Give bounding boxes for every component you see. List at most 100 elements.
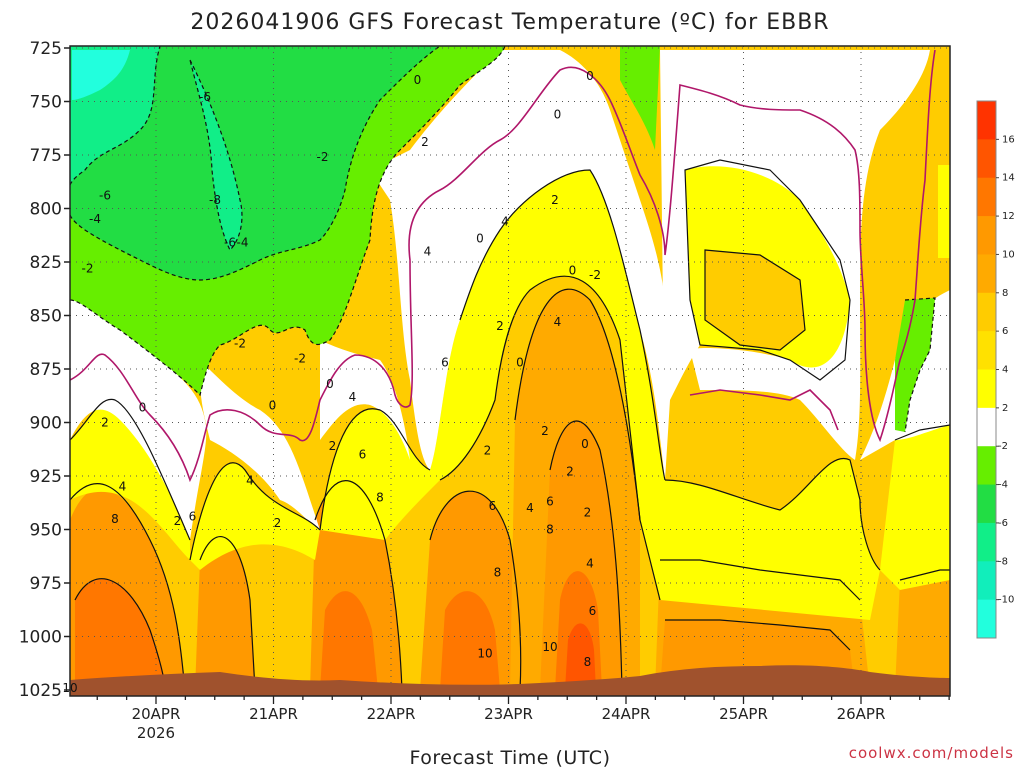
- field-yellow-3: [320, 170, 880, 620]
- contour-label: 10: [542, 640, 557, 654]
- credit-text: coolwx.com/models: [849, 744, 1014, 762]
- contour-label: 6: [589, 604, 597, 618]
- x-axis: 20APR 21APR 22APR 23APR 24APR 25APR 26APR: [96, 696, 950, 723]
- contour-line: [459, 169, 666, 481]
- contour-line: [189, 462, 321, 561]
- y-tick-label: 1025: [19, 681, 62, 701]
- field-green-2: [70, 46, 440, 280]
- colorbar-swatch: [977, 407, 996, 447]
- contour-line: [70, 46, 506, 397]
- colorbar-label: -2: [998, 441, 1008, 452]
- contour-label: 2: [174, 514, 182, 528]
- zero-line: [689, 389, 839, 431]
- colorbar-swatch: [977, 101, 996, 140]
- colorbar-label: 16: [1002, 134, 1015, 145]
- contour-line: [894, 424, 950, 441]
- contour-label: 0: [586, 69, 594, 83]
- contour-label: 8: [584, 655, 592, 669]
- contour-label: 8: [494, 565, 502, 579]
- contour-label: -6: [99, 189, 111, 203]
- colorbar-swatch: [977, 484, 996, 524]
- contour-label: 2: [541, 424, 549, 438]
- contour-label: 0: [554, 107, 562, 121]
- colorbar-label: 10: [1002, 249, 1015, 260]
- colorbar-label: 4: [1002, 365, 1008, 376]
- colorbar-swatch: [977, 599, 996, 639]
- contour-label: -2: [589, 268, 601, 282]
- contour-label: -2: [82, 261, 94, 275]
- contour-line: [904, 297, 936, 433]
- contour-label: 0: [569, 264, 577, 278]
- contour-label: 0: [476, 231, 484, 245]
- contour-label: 2: [421, 135, 429, 149]
- y-tick-label: 950: [30, 521, 62, 541]
- contour-label: 4: [526, 501, 534, 515]
- x-tick-year: 2026: [137, 724, 175, 742]
- plot-fields: [70, 46, 950, 696]
- contour-line: [70, 483, 186, 691]
- colorbar-label: 2: [1002, 403, 1008, 414]
- field-warm-11: [565, 623, 596, 690]
- contour-label: -8: [209, 193, 221, 207]
- field-warm-3: [195, 536, 255, 690]
- contour-label: 0: [581, 437, 589, 451]
- x-tick-label: 24APR: [602, 705, 651, 723]
- contour-label: 6: [546, 495, 554, 509]
- field-yellow-1: [70, 399, 190, 560]
- contour-label: 8: [111, 512, 119, 526]
- field-warm-14: [895, 570, 950, 690]
- plot-frame: [69, 45, 951, 697]
- contour-label: -4: [89, 212, 101, 226]
- field-green-7: [895, 298, 935, 432]
- field-green-4: [190, 60, 242, 250]
- contour-label: 10: [62, 681, 77, 695]
- contour-line: [665, 619, 851, 651]
- contour-line: [704, 249, 806, 351]
- contour-label: -2: [234, 336, 246, 350]
- contour-label: 4: [246, 473, 254, 487]
- contour-label: 2: [329, 439, 337, 453]
- colorbar-label: -10: [998, 595, 1014, 606]
- field-white-5: [660, 50, 930, 480]
- x-tick-label: 26APR: [837, 705, 886, 723]
- contour-label: 4: [349, 390, 357, 404]
- contour-line: [70, 398, 191, 541]
- y-axis: 725 750 775 800 825 850 875 900 925 950 975 1000 102…: [19, 39, 70, 701]
- y-tick-label: 725: [30, 39, 62, 59]
- y-tick-label: 750: [30, 93, 62, 113]
- colorbar-label: -4: [998, 480, 1008, 491]
- colorbar-swatch: [977, 292, 996, 332]
- field-green-6: [620, 46, 660, 150]
- y-tick-label: 825: [30, 253, 62, 273]
- y-tick-label: 800: [30, 200, 62, 220]
- y-tick-label: 900: [30, 414, 62, 434]
- field-yellow-7: [938, 165, 950, 258]
- contour-label: 0: [414, 73, 422, 87]
- contour-label: 4: [554, 315, 562, 329]
- grid-vertical: [155, 46, 862, 696]
- colorbar: 16 14 12 10 8 6 4 2 -2 -4 -6 -8 -10: [976, 100, 1015, 639]
- contour-label: 0: [326, 377, 334, 391]
- contour-line: [664, 457, 881, 571]
- colorbar-swatch: [977, 254, 996, 294]
- contour-line: [189, 59, 243, 252]
- x-axis-label: Forecast Time (UTC): [410, 747, 611, 768]
- contour-label: 2: [496, 319, 504, 333]
- colorbar-swatch: [977, 369, 996, 409]
- contour-label: 8: [546, 523, 554, 537]
- contour-label: 4: [501, 214, 509, 228]
- contour-label: 6: [359, 448, 367, 462]
- colorbar-swatch: [977, 331, 996, 370]
- y-tick-label: 975: [30, 574, 62, 594]
- terrain: [70, 665, 950, 696]
- colorbar-label: -6: [998, 518, 1008, 529]
- x-tick-label: 20APR: [132, 705, 181, 723]
- colorbar-label: 14: [1002, 173, 1015, 184]
- y-tick-label: 875: [30, 360, 62, 380]
- y-tick-label: 775: [30, 146, 62, 166]
- contour-label: 6: [489, 499, 497, 513]
- contour-label: 6: [441, 356, 449, 370]
- contour-label: 2: [584, 505, 592, 519]
- contour-label: 2: [566, 465, 574, 479]
- colorbar-swatch: [977, 177, 996, 217]
